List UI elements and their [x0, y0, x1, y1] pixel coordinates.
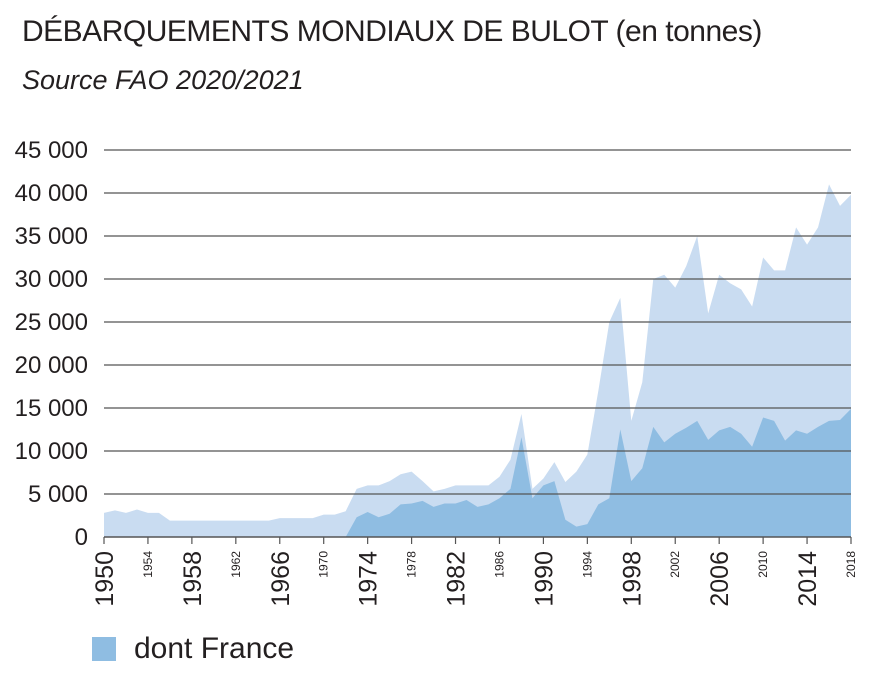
x-tick-label: 1986 [492, 551, 506, 578]
legend-label-france: dont France [134, 632, 295, 665]
y-tick-label: 0 [75, 524, 88, 551]
y-tick-label: 45 000 [15, 137, 88, 164]
y-tick-label: 35 000 [15, 223, 88, 250]
area-france [104, 408, 851, 537]
y-axis-labels: 0 5 000 10 000 15 000 20 000 25 000 30 000 35 0… [15, 137, 88, 551]
x-tick-label: 2014 [794, 551, 822, 607]
title-text: DÉBARQUEMENTS MONDIAUX DE BULOT [22, 15, 608, 48]
x-tick-label: 1962 [229, 551, 243, 578]
legend-swatch-france [92, 637, 116, 661]
x-tick-label: 1974 [355, 551, 383, 607]
y-tick-label: 10 000 [15, 438, 88, 465]
y-tick-label: 30 000 [15, 266, 88, 293]
x-tick-label: 1982 [443, 551, 471, 607]
y-tick-label: 25 000 [15, 309, 88, 336]
x-tick-label: 1970 [317, 551, 331, 578]
y-tick-label: 15 000 [15, 395, 88, 422]
x-tick-label: 1990 [530, 551, 558, 607]
x-tick-label: 1954 [141, 551, 155, 578]
x-tick-label: 1958 [179, 551, 207, 607]
x-tick-label: 1978 [405, 551, 419, 578]
x-tick-label: 2018 [844, 551, 858, 578]
y-tick-label: 20 000 [15, 352, 88, 379]
x-tick-label: 2006 [706, 551, 734, 607]
title-unit: (en tonnes) [615, 15, 763, 48]
y-tick-label: 5 000 [28, 481, 88, 508]
y-tick-label: 40 000 [15, 180, 88, 207]
grid-lines [104, 149, 851, 538]
chart-title: DÉBARQUEMENTS MONDIAUX DE BULOT (en tonn… [22, 12, 762, 52]
x-tick-label: 1998 [618, 551, 646, 607]
x-tick-label: 1950 [91, 551, 119, 607]
chart-subtitle: Source FAO 2020/2021 [22, 65, 304, 95]
chart-areas [104, 184, 851, 537]
x-tick-label: 2002 [668, 551, 682, 578]
x-tick-label: 1994 [580, 551, 594, 578]
x-tick-label: 2010 [756, 551, 770, 578]
x-tick-label: 1966 [267, 551, 295, 607]
x-axis: 1950 1954 1958 1962 1966 1970 1974 1978 1982 1986… [91, 537, 858, 607]
legend: dont France [92, 631, 294, 667]
